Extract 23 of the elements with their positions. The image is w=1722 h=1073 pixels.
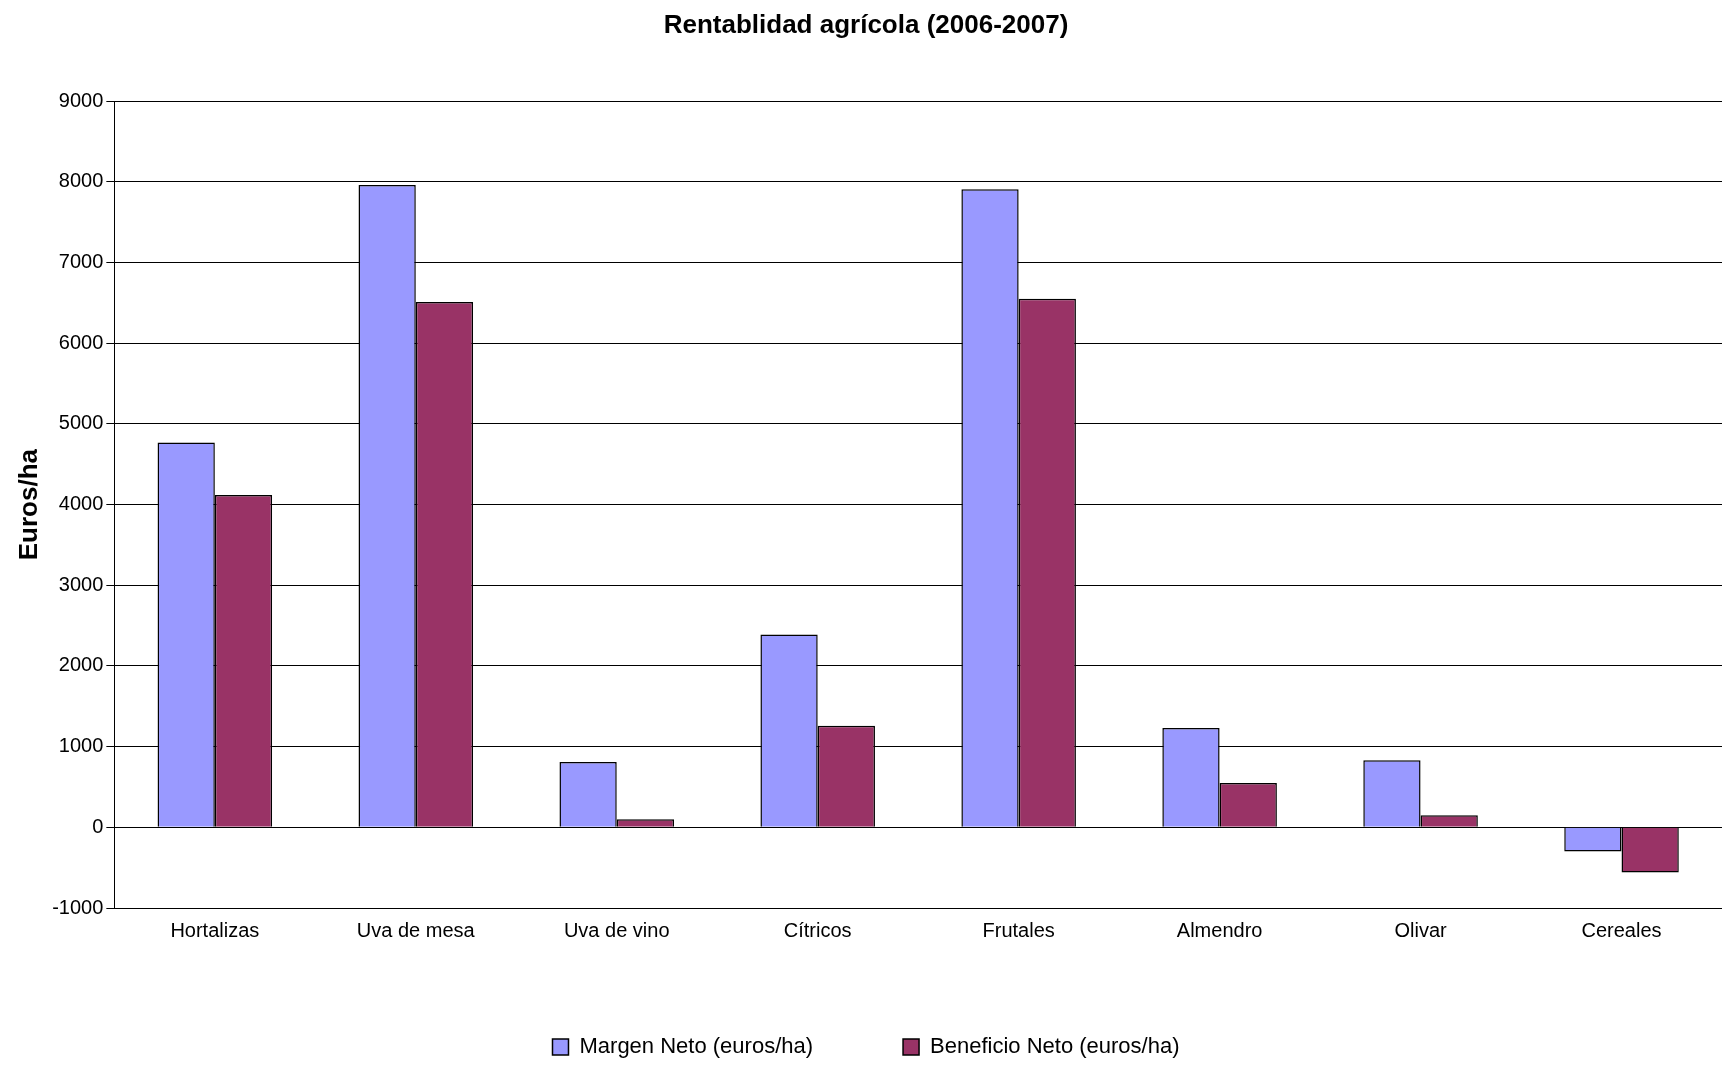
y-tick-label: 5000 <box>58 411 104 434</box>
x-tick-label: Almendro <box>1176 918 1263 941</box>
x-tick-label: Olivar <box>1394 918 1448 941</box>
y-tick-label: 0 <box>92 814 104 837</box>
y-tick-label: 2000 <box>58 653 104 676</box>
x-tick-label: Uva de mesa <box>356 918 476 941</box>
chart-title: Rentablidad agrícola (2006-2007) <box>663 8 1069 39</box>
y-tick-label: 1000 <box>58 734 104 757</box>
x-tick-label: Cítricos <box>783 918 852 941</box>
y-tick-label: 6000 <box>58 330 104 353</box>
y-tick-label: 7000 <box>58 250 104 273</box>
y-tick-label: 9000 <box>58 88 104 111</box>
y-tick-label: -1000 <box>52 895 104 918</box>
y-tick-label: 8000 <box>58 169 104 192</box>
y-tick-label: 4000 <box>58 492 104 515</box>
x-tick-label: Cereales <box>1581 918 1662 941</box>
x-tick-label: Frutales <box>982 918 1055 941</box>
x-tick-label: Hortalizas <box>170 918 260 941</box>
x-tick-label: Uva de vino <box>563 918 670 941</box>
y-axis-title: Euros/ha <box>12 448 43 561</box>
legend-label: Margen Neto (euros/ha) <box>579 1033 814 1059</box>
legend-label: Beneficio Neto (euros/ha) <box>930 1033 1180 1059</box>
y-tick-label: 3000 <box>58 572 104 595</box>
